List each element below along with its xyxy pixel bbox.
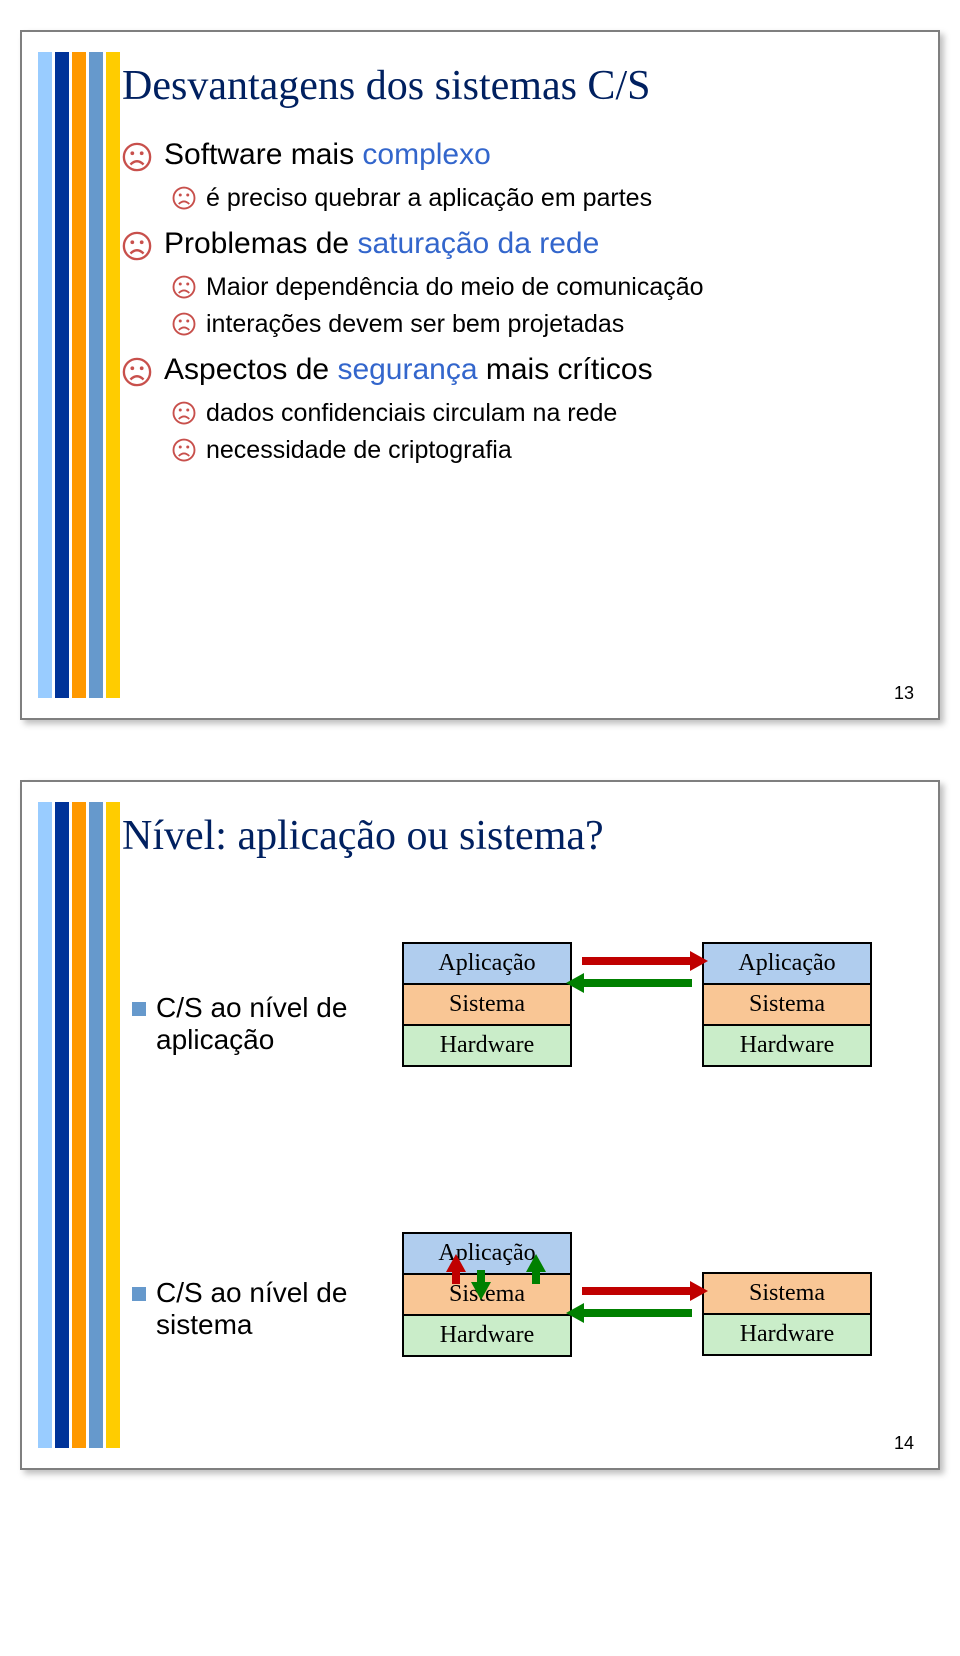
layer-stack: AplicaçãoSistemaHardware [402, 942, 572, 1067]
stripe [106, 802, 120, 1448]
square-bullet-icon [132, 1287, 146, 1301]
stack-layer-hw: Hardware [704, 1024, 870, 1065]
stripe [55, 52, 69, 698]
bullet-level-2: Maior dependência do meio de comunicação [172, 273, 898, 306]
sidebar-stripes [38, 802, 120, 1448]
sad-face-icon [122, 142, 152, 180]
arrow-vertical [447, 1270, 465, 1284]
stack-layer-hw: Hardware [404, 1024, 570, 1065]
arrow-horizontal [582, 952, 692, 970]
stack-layer-app: Aplicação [404, 944, 570, 983]
page-number: 13 [894, 683, 914, 704]
bullet-level-2: necessidade de criptografia [172, 436, 898, 469]
stripe [38, 52, 52, 698]
stripe [89, 52, 103, 698]
page-number: 14 [894, 1433, 914, 1454]
bullet-text: C/S ao nível de sistema [156, 1277, 372, 1341]
sad-face-icon [172, 275, 196, 306]
slide-2: Nível: aplicação ou sistema? C/S ao níve… [20, 780, 940, 1470]
bullet-text: Aspectos de segurança mais críticos [164, 353, 653, 387]
sad-face-icon [172, 312, 196, 343]
sad-face-icon [172, 401, 196, 432]
slide-title: Desvantagens dos sistemas C/S [122, 62, 898, 110]
layer-stack: AplicaçãoSistemaHardware [702, 942, 872, 1067]
bullet-list: Software mais complexo é preciso quebrar… [122, 138, 898, 469]
stripe [55, 802, 69, 1448]
sad-face-icon [172, 438, 196, 469]
bullet-text: dados confidenciais circulam na rede [206, 399, 617, 428]
arrow-vertical [527, 1270, 545, 1284]
bullet-text: Maior dependência do meio de comunicação [206, 273, 704, 302]
stripe [72, 52, 86, 698]
stack-layer-sys: Sistema [404, 983, 570, 1024]
stack-layer-hw: Hardware [404, 1314, 570, 1355]
stripe [38, 802, 52, 1448]
bullet-level-2: interações devem ser bem projetadas [172, 310, 898, 343]
bullet-level-1: Software mais complexo [122, 138, 898, 180]
bullet-text: Problemas de saturação da rede [164, 227, 599, 261]
layer-stack: SistemaHardware [702, 1272, 872, 1356]
slide-title: Nível: aplicação ou sistema? [122, 812, 898, 860]
stripe [106, 52, 120, 698]
bullet-text: C/S ao nível de aplicação [156, 992, 372, 1056]
stack-layer-sys: Sistema [704, 983, 870, 1024]
bullet-level-1: Problemas de saturação da rede [122, 227, 898, 269]
bullet-text: necessidade de criptografia [206, 436, 512, 465]
stripe [89, 802, 103, 1448]
arrow-horizontal [582, 974, 692, 992]
arrow-vertical [472, 1270, 490, 1284]
bullet-cs-sys-level: C/S ao nível de sistema [132, 1277, 372, 1341]
stripe [72, 802, 86, 1448]
bullet-cs-app-level: C/S ao nível de aplicação [132, 992, 372, 1056]
arrow-horizontal [582, 1282, 692, 1300]
stack-layer-app: Aplicação [704, 944, 870, 983]
square-bullet-icon [132, 1002, 146, 1016]
sad-face-icon [172, 186, 196, 217]
stack-layer-hw: Hardware [704, 1313, 870, 1354]
sad-face-icon [122, 357, 152, 395]
stack-layer-sys: Sistema [704, 1274, 870, 1313]
bullet-level-1: Aspectos de segurança mais críticos [122, 353, 898, 395]
arrow-horizontal [582, 1304, 692, 1322]
sidebar-stripes [38, 52, 120, 698]
bullet-level-2: dados confidenciais circulam na rede [172, 399, 898, 432]
bullet-level-2: é preciso quebrar a aplicação em partes [172, 184, 898, 217]
bullet-text: é preciso quebrar a aplicação em partes [206, 184, 652, 213]
bullet-text: Software mais complexo [164, 138, 491, 172]
slide-1: Desvantagens dos sistemas C/S Software m… [20, 30, 940, 720]
sad-face-icon [122, 231, 152, 269]
bullet-text: interações devem ser bem projetadas [206, 310, 624, 339]
